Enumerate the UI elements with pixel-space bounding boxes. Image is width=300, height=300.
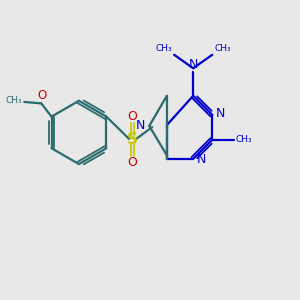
Text: N: N bbox=[136, 119, 146, 132]
Text: O: O bbox=[37, 89, 46, 102]
Text: CH₃: CH₃ bbox=[214, 44, 231, 53]
Text: N: N bbox=[216, 107, 225, 120]
Text: CH₃: CH₃ bbox=[236, 135, 252, 144]
Text: CH₃: CH₃ bbox=[6, 96, 22, 105]
Text: O: O bbox=[128, 156, 137, 170]
Text: N: N bbox=[197, 154, 206, 166]
Text: S: S bbox=[127, 132, 138, 147]
Text: N: N bbox=[188, 58, 198, 71]
Text: CH₃: CH₃ bbox=[155, 44, 172, 53]
Text: O: O bbox=[128, 110, 137, 123]
